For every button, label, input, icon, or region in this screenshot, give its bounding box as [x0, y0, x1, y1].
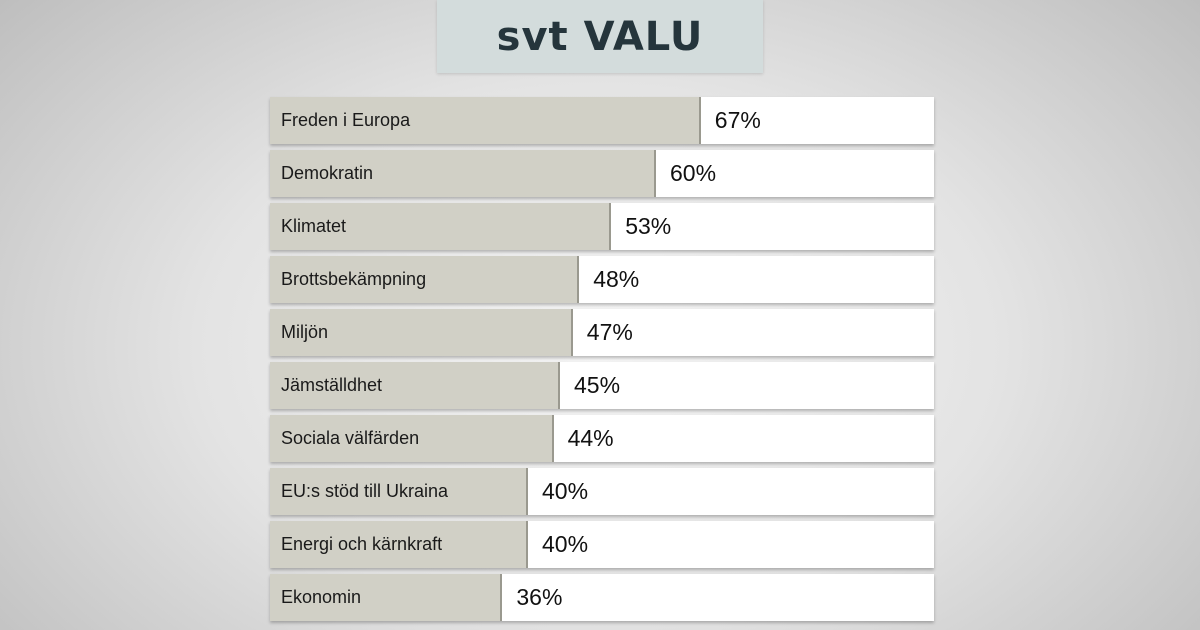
bar-value-label: 44% — [567, 425, 614, 451]
bar-row: Demokratin 60% — [270, 150, 934, 197]
bar-label: EU:s stöd till Ukraina — [281, 481, 449, 501]
bar — [270, 203, 612, 250]
bar — [270, 574, 503, 621]
bar-value-label: 47% — [586, 319, 633, 345]
bar-row: EU:s stöd till Ukraina 40% — [270, 468, 934, 515]
bar-label: Miljön — [281, 322, 329, 342]
bar-row: Energi och kärnkraft 40% — [270, 521, 934, 568]
bar-value-label: 45% — [574, 372, 621, 398]
logo-text: svt VALU — [496, 13, 704, 60]
bar-row: Freden i Europa 67% — [270, 97, 934, 144]
bar-label: Ekonomin — [281, 587, 362, 607]
bar — [270, 256, 580, 303]
bar-row: Klimatet 53% — [270, 203, 934, 250]
bar-row: Jämställdhet 45% — [270, 362, 934, 409]
bar-label: Energi och kärnkraft — [281, 534, 443, 554]
bar-value-label: 60% — [670, 160, 717, 186]
bar-row: Sociala välfärden 44% — [270, 415, 934, 462]
bar-value-label: 40% — [542, 531, 589, 557]
bar — [270, 97, 701, 144]
bar — [270, 521, 528, 568]
bar-label: Brottsbekämpning — [281, 269, 427, 289]
bar-value-label: 40% — [542, 478, 589, 504]
bar-value-label: 36% — [516, 584, 563, 610]
bar-value-label: 67% — [714, 107, 761, 133]
bar-label: Jämställdhet — [281, 375, 383, 395]
bar — [270, 362, 560, 409]
bar-row: Miljön 47% — [270, 309, 934, 356]
bar-label: Demokratin — [281, 163, 374, 183]
bar — [270, 309, 573, 356]
bar-label: Sociala välfärden — [281, 428, 420, 448]
bar-value-label: 48% — [593, 266, 640, 292]
bar-chart: Freden i Europa 67% Demokratin 60% Klimatet 5… — [270, 97, 934, 627]
bar-row: Brottsbekämpning 48% — [270, 256, 934, 303]
svt-valu-logo: svt VALU — [437, 0, 763, 73]
bar-value-label: 53% — [625, 213, 672, 239]
bar-row: Ekonomin 36% — [270, 574, 934, 621]
bar-label: Klimatet — [281, 216, 347, 236]
bar — [270, 150, 656, 197]
bar — [270, 415, 554, 462]
bar — [270, 468, 528, 515]
bar-label: Freden i Europa — [281, 110, 411, 130]
